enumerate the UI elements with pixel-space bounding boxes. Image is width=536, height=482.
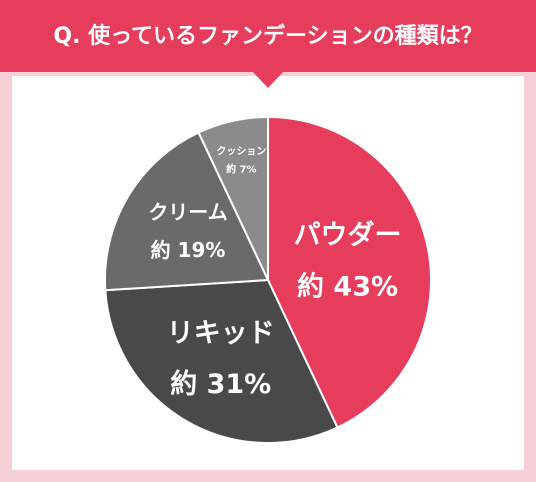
slice-value-label: 約 7%	[226, 163, 256, 176]
slice-label: クリーム	[148, 200, 227, 224]
slice-value-label: 約 31%	[170, 368, 271, 400]
slice-label: パウダー	[294, 219, 402, 251]
pie-slice	[104, 131, 270, 292]
slice-value-label: 約 43%	[297, 270, 398, 302]
slice-label: リキッド	[167, 318, 275, 349]
pie-slice	[104, 278, 339, 444]
chart-title: Q. 使っているファンデーションの種類は？	[53, 23, 482, 49]
header	[0, 0, 536, 72]
pie-slice	[267, 115, 432, 429]
header-notch	[253, 72, 283, 88]
slice-label: クッション	[216, 146, 266, 158]
slice-value-label: 約 19%	[151, 238, 226, 262]
pie-slice	[197, 115, 269, 281]
